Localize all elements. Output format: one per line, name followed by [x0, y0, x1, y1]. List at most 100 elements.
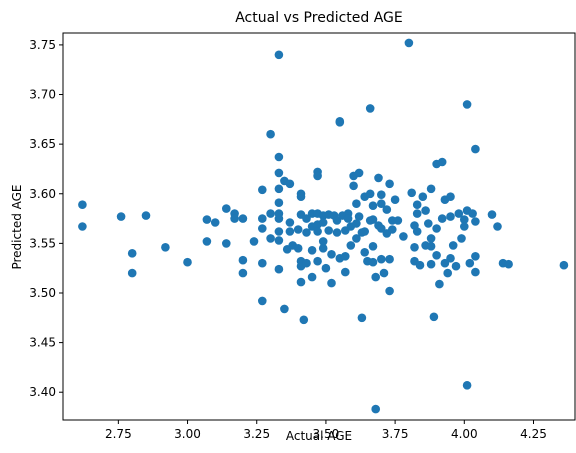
data-point: [424, 219, 433, 228]
data-point: [460, 222, 469, 231]
data-point: [349, 181, 358, 191]
y-tick-label: 3.60: [29, 187, 56, 201]
data-point: [266, 234, 275, 243]
data-point: [343, 214, 353, 223]
data-point: [471, 251, 480, 261]
x-tick-label: 2.75: [105, 427, 132, 441]
data-point: [318, 218, 328, 227]
x-tick-label: 3.25: [243, 427, 270, 441]
data-point: [352, 219, 361, 228]
data-point: [360, 248, 370, 257]
data-point: [382, 205, 392, 214]
x-tick-label: 3.00: [174, 427, 201, 441]
data-point: [127, 268, 137, 278]
data-point: [379, 268, 389, 278]
data-point: [274, 264, 284, 274]
data-point: [327, 250, 336, 259]
data-point: [230, 214, 239, 223]
x-axis-ticks: 2.75 3.00 3.25 3.50 3.75 4.00 4.25: [105, 420, 547, 441]
data-point: [258, 185, 267, 195]
data-point: [285, 218, 295, 227]
y-tick-label: 3.65: [29, 137, 56, 151]
data-point: [385, 254, 394, 264]
data-point: [446, 253, 455, 263]
data-point: [274, 50, 284, 60]
data-point: [357, 313, 367, 323]
points-layer: [78, 38, 569, 414]
data-point: [377, 224, 386, 233]
data-point: [238, 255, 248, 265]
data-point: [332, 216, 342, 225]
data-point: [371, 272, 381, 282]
data-point: [410, 243, 419, 252]
data-point: [313, 227, 322, 236]
data-point: [274, 152, 284, 162]
data-point: [454, 209, 464, 218]
data-point: [393, 216, 403, 225]
data-point: [202, 237, 212, 246]
data-point: [446, 212, 455, 221]
data-point: [368, 257, 378, 267]
data-point: [302, 214, 311, 223]
data-point: [302, 258, 311, 268]
x-axis-label: Actual AGE: [286, 429, 352, 443]
data-point: [468, 209, 477, 218]
data-point: [249, 237, 259, 246]
data-point: [377, 199, 386, 208]
data-point: [360, 227, 370, 236]
data-point: [457, 234, 466, 243]
data-point: [377, 190, 386, 199]
data-point: [504, 259, 513, 269]
x-tick-label: 3.75: [382, 427, 409, 441]
data-point: [318, 237, 328, 246]
x-tick-label: 4.00: [451, 427, 478, 441]
data-point: [412, 200, 422, 209]
data-point: [161, 243, 170, 252]
data-point: [368, 242, 378, 251]
data-point: [274, 198, 284, 207]
data-point: [274, 184, 284, 194]
data-point: [352, 234, 361, 243]
data-point: [377, 254, 386, 264]
x-tick-label: 3.50: [313, 427, 340, 441]
data-point: [404, 38, 414, 48]
data-point: [238, 214, 248, 223]
data-point: [238, 268, 248, 278]
data-point: [285, 227, 295, 236]
data-point: [451, 261, 461, 271]
data-point: [385, 179, 394, 189]
y-tick-label: 3.55: [29, 236, 56, 250]
data-point: [446, 192, 455, 201]
data-point: [471, 267, 480, 277]
y-axis-label: Predicted AGE: [10, 184, 24, 269]
data-point: [412, 209, 422, 218]
data-point: [471, 217, 480, 226]
data-point: [415, 260, 425, 270]
data-point: [437, 157, 447, 167]
y-tick-label: 3.75: [29, 38, 56, 52]
data-point: [432, 251, 441, 260]
data-point: [371, 404, 381, 414]
data-point: [274, 227, 284, 236]
data-point: [421, 206, 430, 215]
data-point: [462, 100, 472, 109]
data-point: [390, 195, 400, 204]
data-point: [302, 228, 311, 237]
data-point: [266, 129, 275, 139]
data-point: [293, 225, 303, 234]
y-tick-label: 3.40: [29, 385, 56, 399]
data-point: [299, 315, 309, 325]
data-point: [274, 168, 284, 178]
x-tick-label: 4.25: [520, 427, 547, 441]
data-point: [437, 214, 447, 223]
data-point: [435, 279, 444, 289]
y-tick-label: 3.45: [29, 336, 56, 350]
data-point: [462, 381, 472, 390]
data-point: [296, 192, 306, 201]
data-point: [374, 173, 383, 183]
data-point: [313, 171, 322, 181]
data-point: [332, 228, 342, 237]
data-point: [365, 104, 375, 113]
data-point: [307, 246, 317, 255]
data-point: [354, 212, 364, 221]
